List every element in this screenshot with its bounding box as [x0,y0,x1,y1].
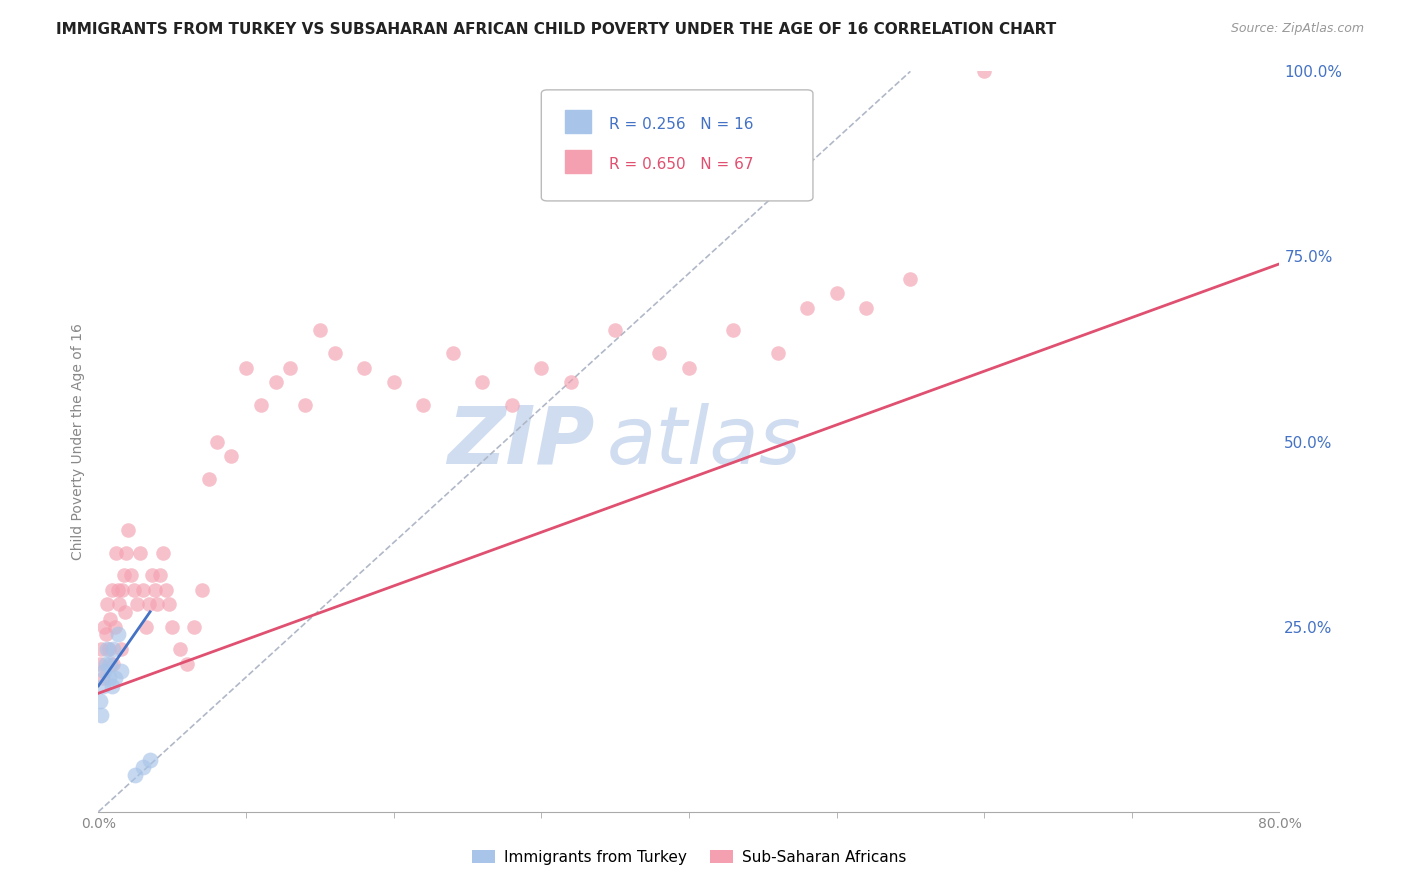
Point [112,567,135,582]
Point [132,760,155,774]
Point [103,641,125,656]
Point [191,582,214,597]
Point [353,360,375,375]
Point [280,360,302,375]
Point [124,767,146,781]
Point [132,582,155,597]
Point [97,672,120,686]
Point [723,324,745,338]
Point [309,324,332,338]
Point [825,286,848,301]
Point [94,627,117,641]
Point [162,619,183,633]
Point [157,598,180,612]
Point [98,612,121,626]
Point [103,657,125,671]
Point [94,657,117,671]
Point [91,672,114,686]
Text: IMMIGRANTS FROM TURKEY VS SUBSAHARAN AFRICAN CHILD POVERTY UNDER THE AGE OF 16 C: IMMIGRANTS FROM TURKEY VS SUBSAHARAN AFR… [56,22,1056,37]
Point [382,376,405,390]
Point [125,598,148,612]
Point [205,434,228,449]
Point [89,694,111,708]
Point [141,567,163,582]
Point [90,708,112,723]
Point [110,641,132,656]
Bar [565,110,591,133]
Point [89,657,111,671]
Point [221,450,243,464]
Text: atlas: atlas [606,402,801,481]
Point [412,398,434,412]
Point [855,301,877,316]
Point [198,471,221,485]
Point [110,664,132,678]
Point [96,641,118,656]
Point [120,567,142,582]
Point [169,641,191,656]
Text: R = 0.650   N = 67: R = 0.650 N = 67 [609,156,754,171]
Point [107,627,129,641]
Point [91,679,114,693]
Point [122,582,145,597]
Point [107,582,129,597]
Point [973,64,995,78]
Bar [565,150,591,173]
Point [128,546,150,560]
Point [678,360,700,375]
Point [111,582,134,597]
Legend: Immigrants from Turkey, Sub-Saharan Africans: Immigrants from Turkey, Sub-Saharan Afri… [465,844,912,871]
Point [135,619,157,633]
Point [117,524,139,538]
Point [104,672,127,686]
Point [264,376,287,390]
Point [183,619,205,633]
Point [90,641,112,656]
Point [143,582,166,597]
Point [149,567,172,582]
Point [114,605,136,619]
Point [648,345,671,359]
Point [104,619,127,633]
Point [100,582,122,597]
Point [93,619,115,633]
Point [98,657,121,671]
Y-axis label: Child Poverty Under the Age of 16: Child Poverty Under the Age of 16 [70,323,84,560]
Point [115,546,138,560]
Point [105,546,128,560]
Point [108,598,131,612]
Point [441,345,464,359]
Point [100,679,122,693]
Point [96,598,118,612]
Point [93,664,115,678]
Text: ZIP: ZIP [447,402,595,481]
Point [471,376,494,390]
Point [155,582,177,597]
Point [560,376,582,390]
Point [152,546,174,560]
Point [138,598,160,612]
Point [294,398,316,412]
Point [323,345,346,359]
Point [176,657,198,671]
Point [766,345,789,359]
Point [501,398,523,412]
Point [97,641,120,656]
Point [146,598,169,612]
Point [235,360,257,375]
Text: R = 0.256   N = 16: R = 0.256 N = 16 [609,117,754,132]
Text: Source: ZipAtlas.com: Source: ZipAtlas.com [1230,22,1364,36]
FancyBboxPatch shape [541,90,813,201]
Point [900,271,922,285]
Point [530,360,553,375]
Point [796,301,818,316]
Point [139,753,162,767]
Point [605,324,627,338]
Point [250,398,273,412]
